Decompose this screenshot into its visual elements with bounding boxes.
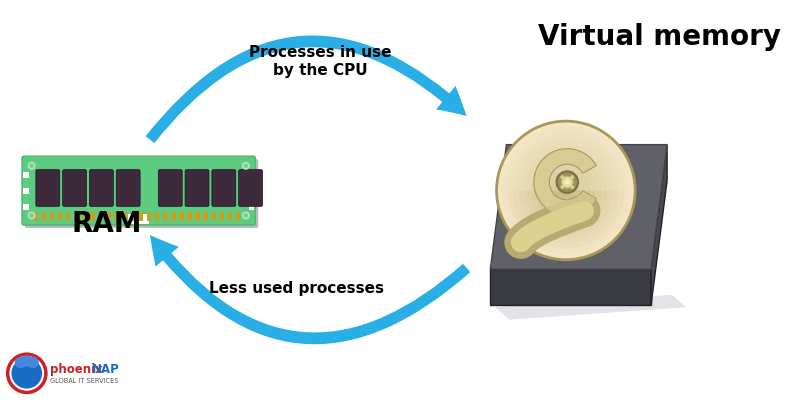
Bar	[23, 173, 29, 178]
Bar	[23, 205, 29, 211]
Circle shape	[560, 186, 564, 189]
Circle shape	[549, 174, 583, 208]
Bar	[90, 212, 94, 222]
Bar	[220, 212, 224, 222]
Bar	[195, 212, 200, 222]
Text: Virtual memory: Virtual memory	[538, 23, 782, 51]
Bar	[34, 212, 38, 222]
Polygon shape	[490, 270, 651, 306]
Bar	[203, 212, 208, 222]
Circle shape	[30, 165, 33, 168]
Bar	[122, 212, 127, 222]
Circle shape	[570, 186, 574, 189]
Circle shape	[242, 163, 249, 170]
Circle shape	[497, 122, 635, 260]
Circle shape	[565, 180, 570, 185]
Bar	[211, 212, 216, 222]
Circle shape	[27, 357, 38, 369]
Text: Processes in use
by the CPU: Processes in use by the CPU	[249, 45, 392, 78]
Polygon shape	[490, 145, 667, 270]
Circle shape	[28, 213, 35, 219]
Circle shape	[537, 162, 594, 220]
Bar	[146, 212, 151, 222]
FancyBboxPatch shape	[158, 170, 182, 207]
Bar	[138, 212, 143, 222]
Bar	[98, 212, 102, 222]
Circle shape	[244, 214, 247, 217]
Polygon shape	[651, 145, 667, 306]
Bar	[163, 212, 167, 222]
Bar	[66, 212, 70, 222]
Bar	[128, 214, 150, 225]
Circle shape	[11, 358, 42, 389]
Polygon shape	[495, 295, 686, 320]
FancyBboxPatch shape	[25, 160, 258, 228]
Bar	[249, 205, 254, 211]
Polygon shape	[534, 149, 596, 216]
FancyArrowPatch shape	[150, 235, 470, 344]
Text: GLOBAL IT SERVICES: GLOBAL IT SERVICES	[50, 377, 118, 383]
Circle shape	[531, 156, 601, 225]
Bar	[42, 212, 46, 222]
Bar	[23, 189, 29, 194]
Circle shape	[570, 176, 574, 180]
Circle shape	[28, 163, 35, 170]
Circle shape	[30, 214, 33, 217]
Bar	[74, 212, 78, 222]
Bar	[171, 212, 175, 222]
Bar	[106, 212, 111, 222]
Text: Less used processes: Less used processes	[209, 280, 384, 295]
Bar	[179, 212, 184, 222]
Circle shape	[526, 151, 606, 231]
Bar	[187, 212, 192, 222]
Bar	[130, 212, 135, 222]
FancyArrowPatch shape	[146, 36, 466, 144]
FancyBboxPatch shape	[238, 170, 262, 207]
FancyBboxPatch shape	[22, 157, 255, 225]
Circle shape	[244, 165, 247, 168]
Bar	[228, 212, 232, 222]
Circle shape	[15, 357, 26, 369]
FancyBboxPatch shape	[36, 170, 60, 207]
Bar	[58, 212, 62, 222]
Circle shape	[21, 355, 33, 367]
Bar	[236, 212, 240, 222]
Circle shape	[508, 133, 624, 249]
Polygon shape	[534, 149, 596, 216]
Circle shape	[554, 180, 578, 202]
FancyBboxPatch shape	[212, 170, 236, 207]
Text: RAM: RAM	[72, 210, 142, 238]
Bar	[82, 212, 86, 222]
Circle shape	[502, 128, 630, 254]
Bar	[114, 212, 119, 222]
Bar	[249, 173, 254, 178]
Bar	[249, 189, 254, 194]
Text: phoenix: phoenix	[50, 362, 102, 375]
Polygon shape	[497, 125, 635, 191]
Circle shape	[514, 139, 618, 243]
Bar	[155, 212, 159, 222]
Circle shape	[557, 172, 578, 193]
Circle shape	[562, 177, 573, 189]
Bar	[50, 212, 54, 222]
FancyBboxPatch shape	[62, 170, 86, 207]
Circle shape	[560, 185, 572, 197]
Circle shape	[542, 168, 589, 214]
Circle shape	[520, 145, 612, 237]
FancyBboxPatch shape	[185, 170, 209, 207]
Text: NAP: NAP	[92, 362, 119, 375]
FancyBboxPatch shape	[116, 170, 140, 207]
Circle shape	[560, 176, 564, 180]
Circle shape	[242, 213, 249, 219]
FancyBboxPatch shape	[90, 170, 114, 207]
